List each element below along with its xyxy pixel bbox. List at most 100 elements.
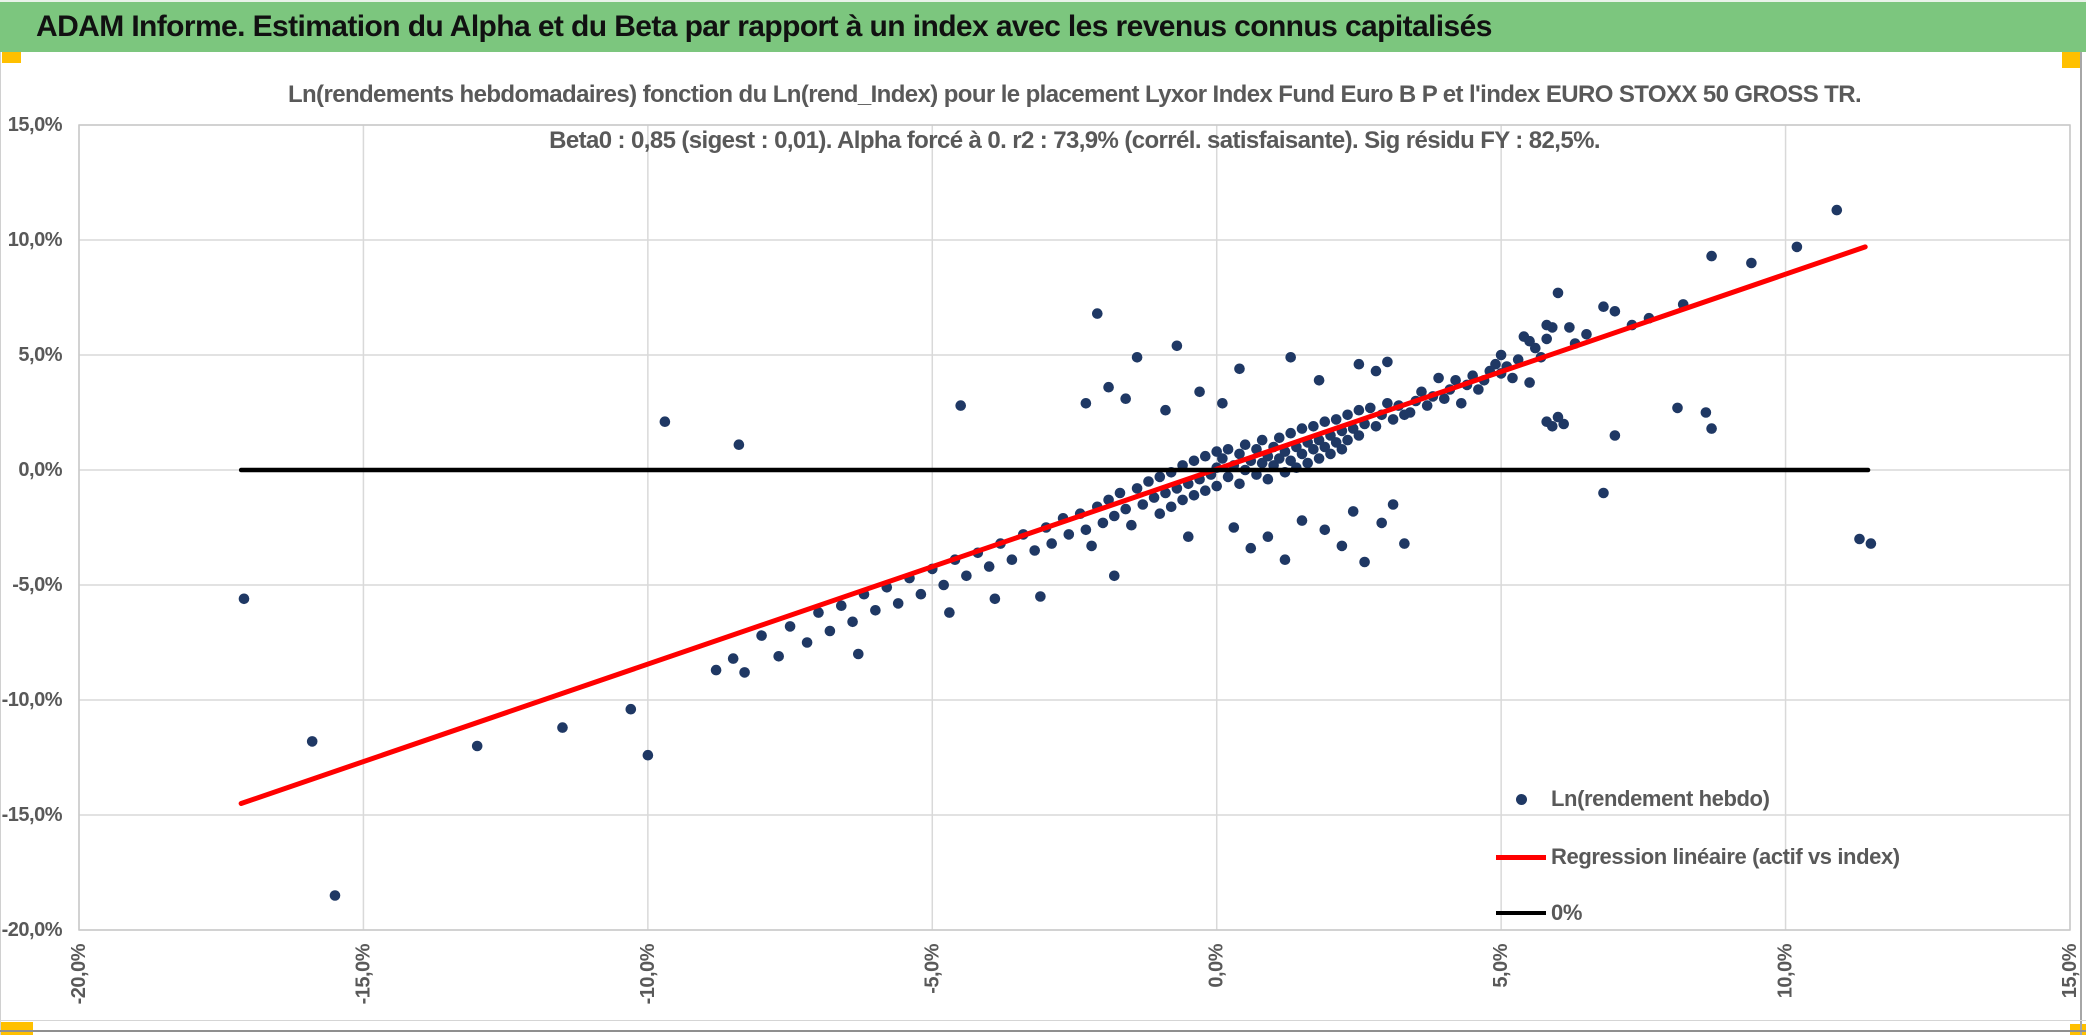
plot-border [78,124,2071,931]
scatter-point [1211,480,1222,492]
scatter-point [1183,531,1194,542]
scatter-point [1092,308,1103,319]
regression-line-marker-icon [1496,854,1546,860]
scatter-point [1672,402,1683,414]
scatter-point [989,593,1001,605]
scatter-point [824,625,836,637]
y-axis-tick-label: -10,0% [2,689,63,711]
scatter-point [1006,554,1018,565]
scatter-point [1296,515,1308,526]
scatter-point [1200,450,1211,462]
legend-item-regression-line[interactable]: Regression linéaire (actif vs index) [1494,843,1900,871]
scatter-point [1046,538,1057,549]
scatter-point [1188,490,1200,501]
scatter-point [1285,352,1296,363]
scatter-point [1279,554,1291,565]
scatter-point [938,579,949,591]
scatter-series-marker-icon [1515,793,1527,805]
scatter-point [1308,444,1319,455]
x-axis-tick-label: 10,0% [1775,943,1797,998]
scatter-point [733,439,745,451]
scatter-point [801,637,813,648]
scatter-point [625,703,637,715]
scatter-point [1831,204,1843,216]
scatter-point [659,416,671,428]
scatter-point [1154,471,1166,483]
scatter-point [1336,540,1348,552]
y-axis-tick-label: -5,0% [12,574,62,596]
scatter-point [1222,471,1234,483]
legend-label-scatter: Ln(rendement hebdo) [1551,786,1770,811]
scatter-point [1530,342,1541,354]
legend-label-regression: Regression linéaire (actif vs index) [1551,844,1900,869]
scatter-point [773,651,784,662]
scatter-point [1217,398,1228,409]
scatter-point [955,400,966,411]
scatter-point [1353,358,1365,370]
scatter-point [1495,349,1507,361]
scatter-point [739,667,750,678]
scatter-point [1262,473,1274,485]
x-axis-tick-label: -10,0% [637,943,659,1004]
scatter-point [1336,444,1348,455]
sheet-header-bar: ADAM Informe. Estimation du Alpha et du … [0,0,2086,52]
orange-accent-top-left [2,52,21,63]
scatter-point [1376,517,1387,529]
scatter-point [1109,510,1120,522]
scatter-point [1313,453,1325,464]
scatter-point [944,607,955,618]
scatter-point [1154,508,1166,519]
sheet-header-title: ADAM Informe. Estimation du Alpha et du … [36,10,1492,43]
scatter-point [1256,434,1268,446]
scatter-point [1353,404,1365,416]
scatter-point [1228,522,1240,533]
legend-item-scatter-series[interactable]: Ln(rendement hebdo) [1494,785,1770,813]
scatter-point [983,561,995,572]
scatter-point [1319,416,1331,428]
scatter-point [853,648,864,660]
scatter-point [1439,393,1450,405]
legend-item-zero-line[interactable]: 0% [1494,899,1582,927]
scatter-point [1188,455,1200,467]
scatter-point [1114,487,1126,499]
scatter-point [1160,404,1171,416]
scatter-point [1217,453,1228,464]
window-border-left [0,52,1,1035]
x-axis-tick-label: -5,0% [921,943,943,993]
regression-line [238,244,1868,806]
scatter-point [1131,352,1143,363]
scatter-point [1137,499,1149,510]
y-axis-tick-label: -15,0% [2,804,63,826]
legend-marker-wrap [1494,793,1548,805]
scatter-point [1063,529,1075,540]
scatter-point [1382,398,1393,409]
y-axis-tick-label: 0,0% [18,459,62,481]
scatter-point [1552,287,1564,299]
scatter-point [1262,531,1274,542]
scatter-point [847,616,858,628]
scatter-point [1086,540,1097,552]
scatter-point [1342,434,1353,446]
scatter-point [870,605,881,616]
scatter-point [1404,407,1416,418]
scatter-point [1234,448,1245,460]
scatter-point [1370,365,1382,377]
scatter-point [1433,372,1444,384]
scatter-point [1353,430,1365,441]
scatter-point [1097,517,1109,529]
scatter-point [1387,414,1399,425]
x-axis-tick-label: 0,0% [1206,943,1228,987]
scatter-point [238,593,250,605]
scatter-point [1609,430,1621,441]
scatter-point [1148,492,1160,503]
scatter-point [915,588,927,600]
scatter-point [1382,356,1393,368]
scatter-point [1160,487,1171,499]
x-axis-tick-label: -15,0% [352,943,374,1004]
y-axis-tick-label: 5,0% [18,344,62,366]
scatter-point [1131,483,1143,494]
scatter-point [1296,423,1308,434]
scatter-point [1319,524,1331,536]
scatter-point [1399,538,1410,549]
